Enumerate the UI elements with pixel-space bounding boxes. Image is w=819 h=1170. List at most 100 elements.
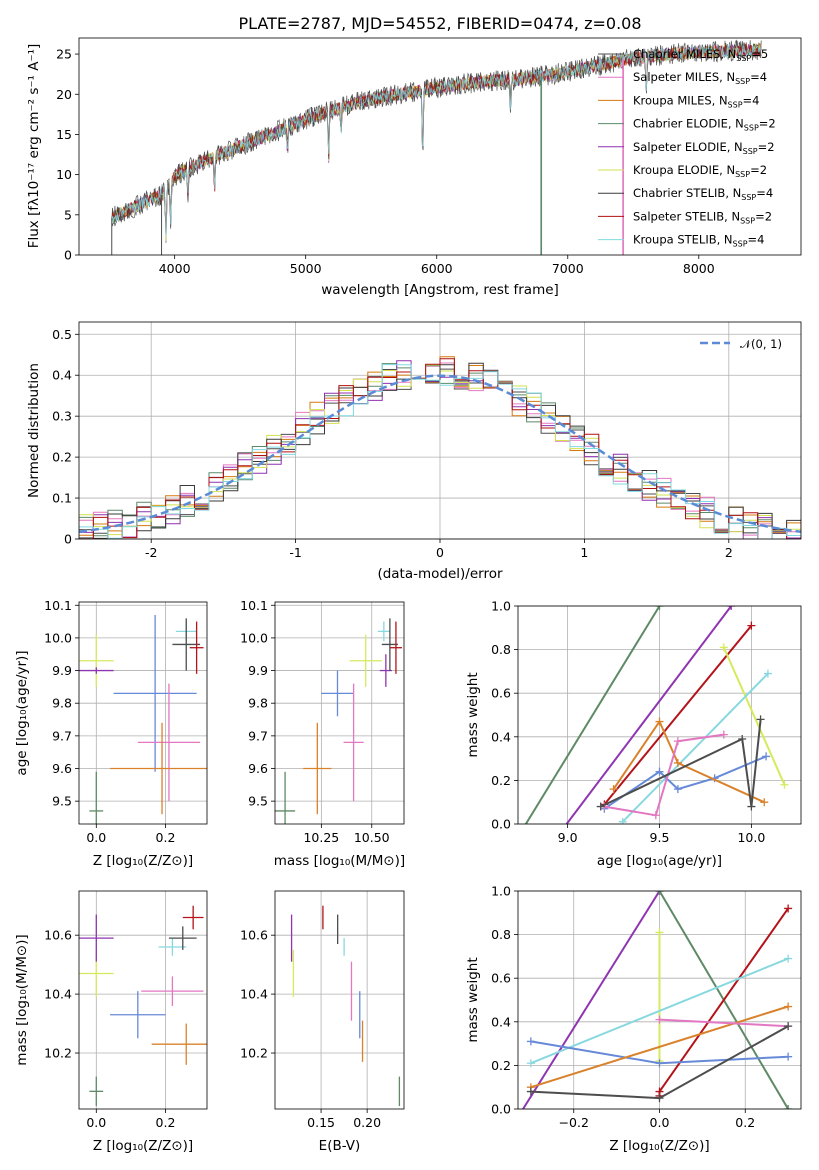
x-tick-label: 9.0 [558, 830, 578, 845]
y-tick-label: 10.4 [44, 987, 72, 1002]
data-point [377, 621, 390, 642]
mass-weight-vs-z-lines [505, 891, 793, 1135]
mass-vs-z-points [79, 905, 207, 1107]
mass-vs-ebv-xlabel: E(B-V) [319, 1138, 361, 1154]
data-point [168, 926, 197, 950]
mass-weight-marker [784, 1002, 793, 1011]
mass-weight-marker [505, 1127, 513, 1135]
data-point [172, 618, 201, 671]
mass-weight-marker [618, 817, 627, 824]
mass-weight-vs-age-ylabel: mass weight [465, 672, 481, 757]
figure-title: PLATE=2787, MJD=54552, FIBERID=0474, z=0… [238, 14, 641, 33]
legend-entry: Salpeter MILES, NSSP=4 [633, 70, 767, 86]
y-tick-label: 10.6 [44, 928, 72, 943]
mass-weight-series [600, 719, 762, 808]
histogram-steps [79, 356, 801, 539]
data-point [137, 683, 201, 802]
data-point [343, 683, 364, 802]
y-tick-label: 0.4 [52, 368, 72, 383]
y-tick-label: 0.0 [491, 817, 511, 832]
mass-weight-series [722, 646, 786, 786]
mass-weight-marker [655, 1094, 664, 1103]
data-point [79, 914, 114, 962]
data-point [381, 618, 398, 671]
y-tick-label: 0.0 [491, 1102, 511, 1117]
spectrum-ylabel: Flux [fλ10⁻¹⁷ erg cm⁻² s⁻¹ A⁻¹] [26, 44, 42, 249]
x-tick-label: -1 [289, 545, 301, 560]
x-tick-label: 0.2 [156, 1115, 176, 1130]
data-point [389, 621, 402, 674]
x-tick-label: 8000 [683, 261, 715, 276]
y-tick-label: 10.2 [44, 1046, 72, 1061]
data-point [303, 722, 332, 815]
y-tick-label: 0 [64, 248, 72, 263]
x-tick-label: 10.0 [737, 830, 765, 845]
x-tick-label: 0.2 [735, 1115, 755, 1130]
x-tick-label: 10.50 [354, 830, 390, 845]
y-tick-label: 10.0 [44, 630, 72, 645]
mass-weight-marker [760, 798, 769, 807]
normal-reference-curve [79, 374, 801, 534]
y-tick-label: 9.6 [248, 761, 268, 776]
x-tick-label: 5000 [290, 261, 322, 276]
legend-entry: Kroupa STELIB, NSSP=4 [633, 233, 764, 249]
y-tick-label: 0.2 [52, 450, 72, 465]
mass-weight-marker [719, 730, 728, 739]
x-tick-label: 0.15 [307, 1115, 335, 1130]
mass-vs-ebv-axes: 0.15 0.20 10.2 10.4 10.6 [240, 891, 404, 1130]
mass-weight-marker [784, 1105, 793, 1109]
mass-weight-series [530, 1005, 789, 1089]
y-tick-label: 9.5 [248, 794, 268, 809]
y-tick-label: 10.6 [240, 928, 268, 943]
mass-weight-series [604, 733, 724, 817]
mass-weight-marker [719, 643, 728, 652]
mass-weight-marker [762, 752, 771, 761]
mass-vs-z-xlabel: Z [log₁₀(Z/Z⊙)] [93, 1138, 193, 1154]
y-tick-label: 9.9 [248, 663, 268, 678]
x-tick-label: -2 [145, 545, 157, 560]
y-tick-label: 0.6 [491, 686, 511, 701]
mass-vs-z-frame [78, 890, 208, 1110]
mass-weight-vs-age-axes: 9.0 9.5 10.0 0.0 0.2 0.4 0.6 0.8 1.0 [491, 599, 801, 845]
spectrum-model-line [111, 39, 762, 229]
spectrum-legend: Chabrier MILES, NSSP=5 Salpeter MILES, NS… [598, 47, 776, 249]
y-tick-label: 9.5 [52, 794, 72, 809]
mass-weight-marker [655, 606, 664, 610]
legend-entry: Chabrier ELODIE, NSSP=2 [633, 117, 776, 133]
legend-entry: Chabrier MILES, NSSP=5 [633, 47, 768, 63]
x-tick-label: −0.2 [559, 1115, 589, 1130]
mass-weight-vs-z-ylabel: mass weight [465, 957, 481, 1042]
mass-weight-marker [508, 842, 516, 850]
x-tick-label: 0.0 [86, 1115, 106, 1130]
data-point [89, 1076, 104, 1107]
y-tick-label: 0.2 [491, 1058, 511, 1073]
x-tick-label: 7000 [552, 261, 584, 276]
mass-weight-series [565, 606, 732, 824]
mass-weight-marker [609, 785, 618, 794]
y-tick-label: 0.6 [491, 971, 511, 986]
mass-weight-series [603, 624, 753, 806]
y-tick-label: 9.9 [52, 663, 72, 678]
mass-weight-marker [596, 802, 605, 811]
age-vs-mass-axes: 10.25 10.50 9.5 9.6 9.7 9.8 9.9 10.0 10.1 [240, 598, 404, 845]
mass-weight-marker [756, 715, 765, 724]
residual-histogram-xlabel: (data-model)/error [377, 566, 503, 582]
legend-entry: Salpeter ELODIE, NSSP=2 [633, 140, 775, 156]
y-tick-label: 9.7 [52, 728, 72, 743]
x-tick-label: 2 [725, 545, 733, 560]
mass-weight-vs-z-axes: −0.2 0.0 0.2 0.0 0.2 0.4 0.6 0.8 1.0 [491, 884, 801, 1130]
x-tick-label: 9.5 [650, 830, 670, 845]
spectrum-xlabel: wavelength [Angstrom, rest frame] [321, 282, 559, 298]
legend-entry: Kroupa ELODIE, NSSP=2 [633, 163, 767, 179]
y-tick-label: 10.4 [240, 987, 268, 1002]
y-tick-label: 15 [56, 127, 72, 142]
legend-entry: Salpeter STELIB, NSSP=2 [633, 209, 772, 225]
mass-vs-ebv-points [290, 905, 401, 1107]
y-tick-label: 0.8 [491, 642, 511, 657]
mass-weight-series [659, 1018, 789, 1028]
mass-weight-series [612, 719, 765, 804]
mass-weight-marker [651, 811, 660, 820]
data-point [110, 722, 207, 815]
y-tick-label: 0.1 [52, 491, 72, 506]
x-tick-label: 6000 [421, 261, 453, 276]
